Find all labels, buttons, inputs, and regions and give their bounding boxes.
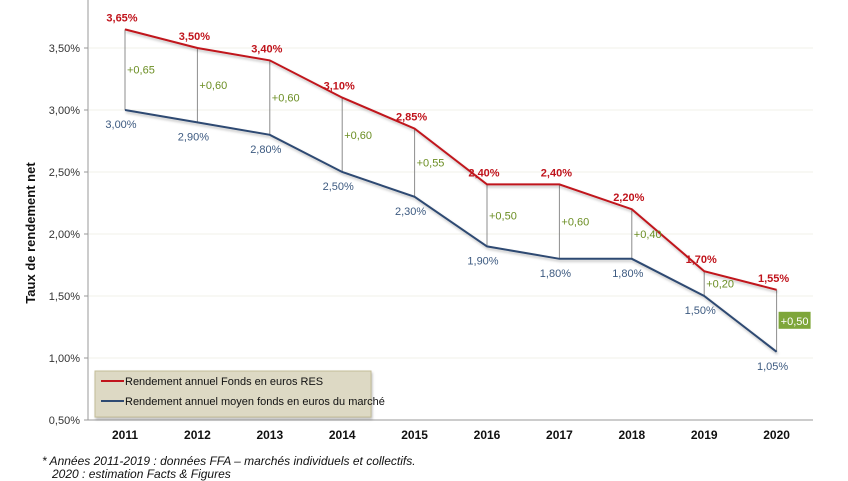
gridlines — [89, 47, 813, 359]
x-tick-label: 2017 — [546, 428, 573, 442]
data-label-res: 2,85% — [396, 112, 427, 124]
data-label-res: 3,40% — [251, 43, 282, 55]
difference-label: +0,50 — [489, 210, 517, 222]
y-tick-label: 1,00% — [49, 353, 80, 365]
series-line-res — [124, 28, 777, 291]
data-label-res: 1,55% — [758, 273, 789, 285]
difference-connectors — [124, 29, 778, 352]
data-label-market: 1,80% — [612, 268, 643, 280]
legend: Rendement annuel Fonds en euros RES Rend… — [94, 370, 385, 418]
data-label-res: 3,10% — [324, 81, 355, 93]
y-tick-label: 1,50% — [49, 291, 80, 303]
data-label-market: 2,50% — [323, 181, 354, 193]
data-label-market: 3,00% — [105, 119, 136, 131]
x-tick-label: 2015 — [401, 428, 428, 442]
data-label-market: 2,90% — [178, 131, 209, 143]
series-line-market — [124, 109, 778, 353]
y-axis-title: Taux de rendement net — [23, 162, 38, 304]
legend-label-market: Rendement annuel moyen fonds en euros du… — [125, 396, 385, 408]
difference-label: +0,60 — [344, 130, 372, 142]
data-labels: 3,65% 3,50% 3,40% 3,10% 2,85% 2,40% 2,40% 2,20%… — [105, 12, 811, 373]
x-tick-label: 2016 — [474, 428, 501, 442]
difference-label-highlight-box — [778, 311, 811, 329]
data-label-market: 2,30% — [395, 206, 426, 218]
difference-label: +0,65 — [127, 65, 155, 77]
x-axis-ticks: 2011 2012 2013 2014 2015 2016 2017 2018 2019 2020 — [112, 428, 790, 442]
y-tick-label: 3,00% — [49, 105, 80, 117]
x-tick-label: 2011 — [112, 428, 138, 442]
difference-label: +0,60 — [272, 93, 300, 105]
difference-label: +0,55 — [417, 158, 445, 170]
x-tick-label: 2018 — [618, 428, 645, 442]
y-tick-label: 3,50% — [49, 43, 80, 55]
data-label-market: 1,05% — [757, 361, 788, 373]
y-tick-label: 2,00% — [49, 229, 80, 241]
x-tick-label: 2012 — [184, 428, 211, 442]
data-label-res: 2,40% — [541, 167, 572, 179]
difference-label: +0,60 — [199, 80, 227, 92]
series-lines — [124, 28, 778, 353]
data-label-res: 3,65% — [106, 12, 137, 24]
data-label-market: 1,90% — [467, 255, 498, 267]
difference-label: +0,60 — [561, 217, 589, 229]
data-label-market: 2,80% — [250, 144, 281, 156]
data-label-res: 2,20% — [613, 192, 644, 204]
x-tick-label: 2014 — [329, 428, 356, 442]
data-label-res: 3,50% — [179, 31, 210, 43]
data-label-market: 1,80% — [540, 268, 571, 280]
y-tick-label: 2,50% — [49, 167, 80, 179]
x-tick-label: 2019 — [691, 428, 718, 442]
legend-label-res: Rendement annuel Fonds en euros RES — [125, 376, 323, 388]
difference-label: +0,20 — [706, 279, 734, 291]
data-label-market: 1,50% — [685, 305, 716, 317]
x-tick-label: 2013 — [256, 428, 283, 442]
data-label-res: 2,40% — [468, 167, 499, 179]
data-label-res: 1,70% — [686, 254, 717, 266]
y-axis-ticks: 0,50% 1,00% 1,50% 2,00% 2,50% 3,00% 3,50% — [49, 43, 88, 427]
footnote: * Années 2011-2019 : données FFA – march… — [42, 454, 416, 481]
legend-box — [94, 370, 372, 418]
y-tick-label: 0,50% — [49, 415, 80, 427]
difference-label: +0,50 — [781, 316, 809, 328]
difference-label: +0,40 — [634, 229, 662, 241]
x-tick-label: 2020 — [763, 428, 790, 442]
